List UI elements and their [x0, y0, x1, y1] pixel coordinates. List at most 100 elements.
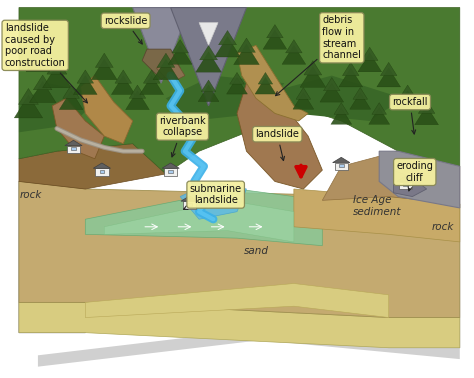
Polygon shape [377, 68, 401, 87]
Polygon shape [275, 76, 403, 121]
Polygon shape [142, 49, 180, 79]
Polygon shape [200, 46, 218, 60]
Polygon shape [19, 181, 85, 333]
Text: Ice Age
sediment: Ice Age sediment [353, 195, 401, 217]
Polygon shape [294, 189, 460, 242]
Polygon shape [380, 62, 397, 76]
Polygon shape [180, 181, 246, 219]
Polygon shape [73, 76, 97, 94]
Polygon shape [19, 83, 104, 132]
Polygon shape [418, 100, 435, 113]
Polygon shape [358, 53, 382, 72]
Polygon shape [129, 85, 146, 98]
Polygon shape [81, 76, 133, 144]
Polygon shape [300, 67, 326, 87]
Polygon shape [91, 59, 117, 80]
Polygon shape [140, 76, 164, 94]
Polygon shape [234, 44, 259, 65]
FancyBboxPatch shape [335, 163, 348, 170]
Polygon shape [339, 68, 363, 87]
Polygon shape [157, 53, 175, 67]
Text: riverbank
collapse: riverbank collapse [159, 116, 206, 157]
FancyBboxPatch shape [95, 168, 109, 176]
Polygon shape [296, 88, 310, 99]
Polygon shape [63, 85, 79, 98]
Polygon shape [227, 77, 247, 94]
Polygon shape [77, 70, 93, 83]
Polygon shape [33, 75, 52, 90]
Polygon shape [396, 91, 419, 110]
Polygon shape [171, 8, 246, 106]
Polygon shape [263, 30, 287, 49]
Polygon shape [304, 61, 322, 75]
Polygon shape [353, 88, 367, 99]
FancyBboxPatch shape [187, 203, 192, 206]
Text: sand: sand [244, 246, 268, 256]
Polygon shape [29, 47, 46, 60]
Polygon shape [237, 38, 255, 52]
FancyBboxPatch shape [164, 168, 177, 176]
Polygon shape [19, 144, 166, 189]
Polygon shape [361, 47, 378, 60]
Polygon shape [201, 80, 216, 91]
Polygon shape [334, 103, 348, 114]
Polygon shape [115, 70, 132, 83]
FancyBboxPatch shape [67, 146, 80, 153]
Polygon shape [230, 73, 244, 84]
Polygon shape [38, 329, 460, 367]
Polygon shape [52, 98, 104, 159]
FancyBboxPatch shape [100, 170, 104, 173]
Polygon shape [282, 45, 306, 64]
Text: landslide
caused by
poor road
construction: landslide caused by poor road constructi… [5, 23, 87, 103]
Polygon shape [26, 53, 50, 72]
Polygon shape [393, 170, 427, 197]
Polygon shape [372, 103, 386, 114]
Polygon shape [237, 76, 322, 189]
Polygon shape [199, 23, 218, 45]
Text: eroding
cliff: eroding cliff [396, 161, 433, 191]
Polygon shape [19, 181, 460, 318]
Polygon shape [397, 176, 414, 181]
Polygon shape [14, 95, 43, 118]
Polygon shape [389, 197, 460, 348]
Polygon shape [415, 106, 438, 125]
Text: rock: rock [19, 190, 42, 200]
Polygon shape [322, 151, 460, 204]
Polygon shape [255, 77, 276, 94]
Polygon shape [342, 62, 359, 76]
Polygon shape [219, 31, 237, 45]
FancyBboxPatch shape [399, 181, 412, 189]
Polygon shape [323, 77, 340, 91]
Text: rockfall: rockfall [392, 97, 428, 134]
Polygon shape [285, 40, 302, 53]
Polygon shape [166, 76, 284, 121]
Polygon shape [350, 93, 371, 109]
Polygon shape [333, 157, 350, 163]
Polygon shape [126, 91, 149, 110]
FancyBboxPatch shape [168, 170, 173, 173]
Polygon shape [237, 45, 308, 121]
Polygon shape [379, 151, 460, 208]
Polygon shape [95, 53, 113, 67]
Polygon shape [198, 85, 219, 102]
Polygon shape [65, 140, 82, 146]
FancyBboxPatch shape [339, 164, 344, 167]
Polygon shape [133, 8, 190, 83]
Text: rock: rock [432, 222, 455, 232]
Polygon shape [104, 200, 294, 242]
Polygon shape [181, 196, 198, 201]
Polygon shape [293, 93, 314, 109]
Polygon shape [19, 8, 460, 174]
Polygon shape [331, 108, 352, 124]
Polygon shape [47, 58, 67, 74]
Text: debris
flow in
stream
channel: debris flow in stream channel [275, 15, 361, 96]
Polygon shape [18, 88, 38, 104]
Polygon shape [196, 52, 221, 72]
Polygon shape [215, 37, 240, 57]
Polygon shape [143, 70, 160, 83]
Text: rockslide: rockslide [104, 16, 147, 44]
Polygon shape [266, 25, 283, 38]
Text: landslide: landslide [255, 129, 299, 161]
Polygon shape [93, 163, 110, 168]
Polygon shape [19, 302, 460, 348]
